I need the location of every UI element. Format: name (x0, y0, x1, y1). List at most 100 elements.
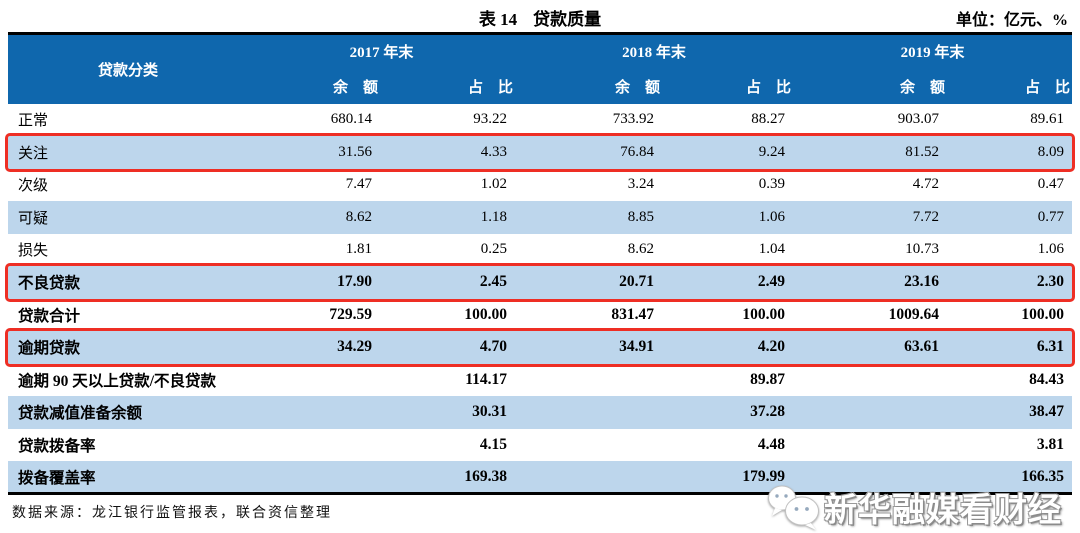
cell-value: 1.81 (345, 241, 372, 258)
subheader-2019-balance: 余 额 (793, 68, 948, 104)
col-header-2017: 2017 年末 (248, 33, 516, 69)
cell-value: 4.70 (380, 331, 516, 364)
table-title: 贷款质量 (533, 10, 602, 29)
cell-value: 31.56 (248, 136, 380, 169)
cell-value: 831.47 (611, 305, 655, 323)
cell-value: 3.81 (1036, 435, 1065, 453)
col-header-loan-category: 贷款分类 (8, 33, 248, 104)
cell-value: 7.72 (793, 201, 948, 234)
cell-value: 8.62 (627, 241, 655, 258)
table-row: 逾期贷款 34.29 4.70 34.91 4.20 63.61 6.31 (8, 331, 1073, 364)
row-label: 贷款合计 (18, 307, 81, 325)
cell-value: 84.43 (1029, 370, 1065, 388)
table-row: 逾期 90 天以上贷款/不良贷款 114.17 89.87 84.43 (8, 364, 1072, 397)
row-label: 逾期 90 天以上贷款/不良贷款 (18, 372, 217, 390)
row-label: 贷款减值准备余额 (8, 396, 248, 429)
table-row: 损失 1.81 0.25 8.62 1.04 10.73 1.06 (8, 234, 1072, 267)
cell-value: 23.16 (793, 266, 948, 299)
cell-value: 34.29 (248, 331, 380, 364)
cell-value: 179.99 (515, 461, 794, 494)
table-row: 正常 680.14 93.22 733.92 88.27 903.07 89.61 (8, 104, 1072, 137)
subheader-2017-share: 占 比 (380, 68, 516, 104)
cell-value: 2.30 (947, 266, 1073, 299)
table-row: 可疑 8.62 1.18 8.85 1.06 7.72 0.77 (8, 201, 1073, 234)
cell-value: 30.31 (248, 396, 516, 429)
cell-value: 20.71 (515, 266, 663, 299)
cell-value: 4.15 (479, 435, 508, 453)
caption-row: 表 14 贷款质量 单位：亿元、% (0, 4, 1080, 30)
loan-quality-table: 贷款分类 2017 年末 2018 年末 2019 年末 余 额 占 比 余 额… (5, 32, 1075, 530)
cell-value: 63.61 (793, 331, 948, 364)
cell-value: 88.27 (751, 111, 786, 128)
cell-value: 4.33 (380, 136, 516, 169)
cell-value: 903.07 (897, 111, 940, 128)
table-number: 表 14 (478, 10, 518, 29)
row-label: 拨备覆盖率 (8, 461, 248, 494)
table-caption: 表 14 贷款质量 (479, 5, 601, 30)
table-row: 次级 7.47 1.02 3.24 0.39 4.72 0.47 (8, 169, 1072, 202)
row-label: 逾期贷款 (8, 331, 248, 364)
cell-value: 100.00 (742, 305, 786, 323)
cell-value: 89.87 (750, 370, 786, 388)
table-row: 拨备覆盖率 169.38 179.99 166.35 (8, 461, 1073, 494)
cell-value: 166.35 (793, 461, 1073, 494)
cell-value: 4.48 (757, 435, 786, 453)
row-label: 损失 (18, 243, 49, 260)
row-label: 正常 (18, 113, 49, 130)
table-header: 贷款分类 2017 年末 2018 年末 2019 年末 余 额 占 比 余 额… (8, 33, 1073, 104)
cell-value: 680.14 (330, 111, 372, 128)
cell-value: 6.31 (947, 331, 1073, 364)
cell-value: 37.28 (515, 396, 794, 429)
row-label: 次级 (18, 178, 49, 195)
cell-value: 1009.64 (888, 305, 940, 323)
unit-label: 单位：亿元、% (955, 12, 1068, 29)
cell-value: 733.92 (612, 111, 655, 128)
cell-value: 9.24 (662, 136, 794, 169)
cell-value: 76.84 (515, 136, 663, 169)
cell-value: 2.45 (380, 266, 516, 299)
table-row: 贷款减值准备余额 30.31 37.28 38.47 (8, 396, 1073, 429)
cell-value: 4.20 (662, 331, 794, 364)
cell-value: 0.39 (758, 176, 786, 193)
row-label: 关注 (8, 136, 248, 169)
cell-value: 1.06 (662, 201, 794, 234)
cell-value: 100.00 (464, 305, 508, 323)
table-row: 贷款拨备率 4.15 4.48 3.81 (8, 429, 1072, 462)
cell-value: 0.77 (947, 201, 1073, 234)
table-row: 关注 31.56 4.33 76.84 9.24 81.52 8.09 (8, 136, 1073, 169)
cell-value: 8.09 (947, 136, 1073, 169)
col-header-2018: 2018 年末 (515, 33, 794, 69)
cell-value: 81.52 (793, 136, 948, 169)
table-row: 贷款合计 729.59 100.00 831.47 100.00 1009.64 100.0… (8, 299, 1072, 332)
source-note: 数据来源：龙江银行监管报表，联合资信整理 (12, 506, 332, 521)
cell-value: 169.38 (248, 461, 516, 494)
row-label: 不良贷款 (8, 266, 248, 299)
cell-value: 17.90 (248, 266, 380, 299)
cell-value: 3.24 (627, 176, 655, 193)
cell-value: 1.02 (480, 176, 508, 193)
cell-value: 114.17 (465, 370, 508, 388)
cell-value: 1.04 (758, 241, 786, 258)
cell-value: 8.85 (515, 201, 663, 234)
data-table: 贷款分类 2017 年末 2018 年末 2019 年末 余 额 占 比 余 额… (8, 32, 1073, 495)
col-header-2019: 2019 年末 (793, 33, 1073, 69)
subheader-2019-share: 占 比 (947, 68, 1073, 104)
cell-value: 89.61 (1030, 111, 1065, 128)
subheader-2018-share: 占 比 (662, 68, 794, 104)
cell-value: 0.25 (480, 241, 508, 258)
cell-value: 729.59 (329, 305, 372, 323)
cell-value: 0.47 (1037, 176, 1065, 193)
cell-value: 1.06 (1037, 241, 1065, 258)
row-label: 可疑 (8, 201, 248, 234)
row-label: 贷款拨备率 (18, 437, 96, 455)
cell-value: 34.91 (515, 331, 663, 364)
subheader-2017-balance: 余 额 (248, 68, 380, 104)
cell-value: 7.47 (345, 176, 372, 193)
cell-value: 4.72 (912, 176, 940, 193)
cell-value: 8.62 (248, 201, 380, 234)
cell-value: 1.18 (380, 201, 516, 234)
cell-value: 38.47 (793, 396, 1073, 429)
cell-value: 93.22 (473, 111, 508, 128)
subheader-2018-balance: 余 额 (515, 68, 663, 104)
